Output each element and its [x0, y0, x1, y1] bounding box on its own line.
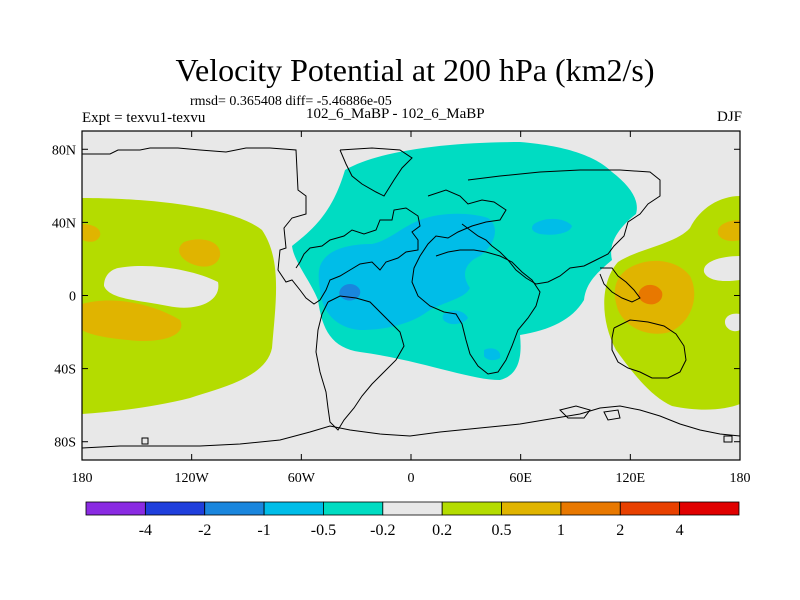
coastline-north-america [82, 147, 421, 305]
west-positive-core-mid [179, 239, 221, 267]
colorbar-swatch [85, 501, 146, 516]
west-positive-core [82, 300, 182, 342]
coastline-antarctica [82, 405, 740, 449]
x-tick-label: 120E [616, 471, 646, 486]
colorbar-label: -2 [198, 522, 211, 539]
colorbar-label: 4 [676, 522, 684, 539]
colorbar-swatch [144, 501, 206, 516]
colorbar-label: -1 [257, 522, 270, 539]
contour-fill-layer [82, 142, 740, 414]
colorbar-label: 2 [616, 522, 624, 539]
east-maximum [638, 284, 663, 305]
colorbar-swatch [501, 501, 562, 516]
east-inner-neutral-north [703, 256, 740, 282]
west-positive-core-north [82, 224, 101, 242]
tick-layer: 180 120W 60W 0 60E 120E 180 80N 40N 0 40S 80S [52, 131, 751, 486]
y-tick-label: 80S [54, 436, 76, 451]
colorbar-label: 0.5 [492, 522, 512, 539]
x-tick-label: 0 [408, 471, 415, 486]
x-tick-label: 180 [72, 471, 93, 486]
coastline-asia [461, 169, 661, 285]
season-label: DJF [716, 109, 742, 125]
coastlines [82, 147, 740, 449]
x-tick-label: 60W [288, 471, 316, 486]
colorbar-swatch [323, 501, 384, 516]
x-tick-label: 180 [730, 471, 751, 486]
rmsd-diff-stats: rmsd= 0.365408 diff= -5.46886e-05 [190, 94, 392, 109]
experiment-label: Expt = texvu1-texvu [82, 110, 206, 126]
y-tick-label: 0 [69, 290, 76, 305]
colorbar-swatch [204, 501, 265, 516]
coastline-islands [141, 405, 733, 445]
colorbar-label: -0.5 [311, 522, 336, 539]
negative-core-east [532, 218, 572, 235]
case-names: 102_6_MaBP - 102_6_MaBP [306, 106, 485, 122]
y-tick-label: 80N [52, 143, 76, 158]
colorbar-label: 1 [557, 522, 565, 539]
colorbar-swatch [679, 501, 740, 516]
colorbar-label: -0.2 [370, 522, 395, 539]
colorbar: -4 -2 -1 -0.5 -0.2 0.2 0.5 1 2 4 [85, 501, 740, 539]
coastline-europe-africa [411, 189, 541, 375]
coastline-australia [611, 319, 687, 379]
colorbar-swatch [263, 501, 324, 516]
negative-core-southeast [484, 348, 501, 361]
colorbar-swatch [560, 501, 621, 516]
y-tick-label: 40N [52, 216, 76, 231]
x-tick-label: 60E [509, 471, 532, 486]
coastline-greenland [339, 147, 413, 197]
east-positive-core-north [717, 220, 740, 242]
west-inner-neutral [104, 265, 219, 308]
colorbar-label: -4 [139, 522, 152, 539]
central-negative-core [318, 213, 495, 330]
colorbar-swatch [619, 501, 681, 516]
east-inner-neutral-south [724, 313, 740, 332]
y-tick-label: 40S [54, 363, 76, 378]
negative-core-south [442, 310, 468, 325]
x-tick-label: 120W [175, 471, 210, 486]
coastline-south-america [315, 295, 405, 431]
colorbar-swatch [441, 501, 502, 516]
coastline-southeast-asia [599, 267, 641, 303]
colorbar-label: 0.2 [432, 522, 452, 539]
chart-title: Velocity Potential at 200 hPa (km2/s) [175, 52, 655, 88]
colorbar-swatch [382, 501, 443, 516]
